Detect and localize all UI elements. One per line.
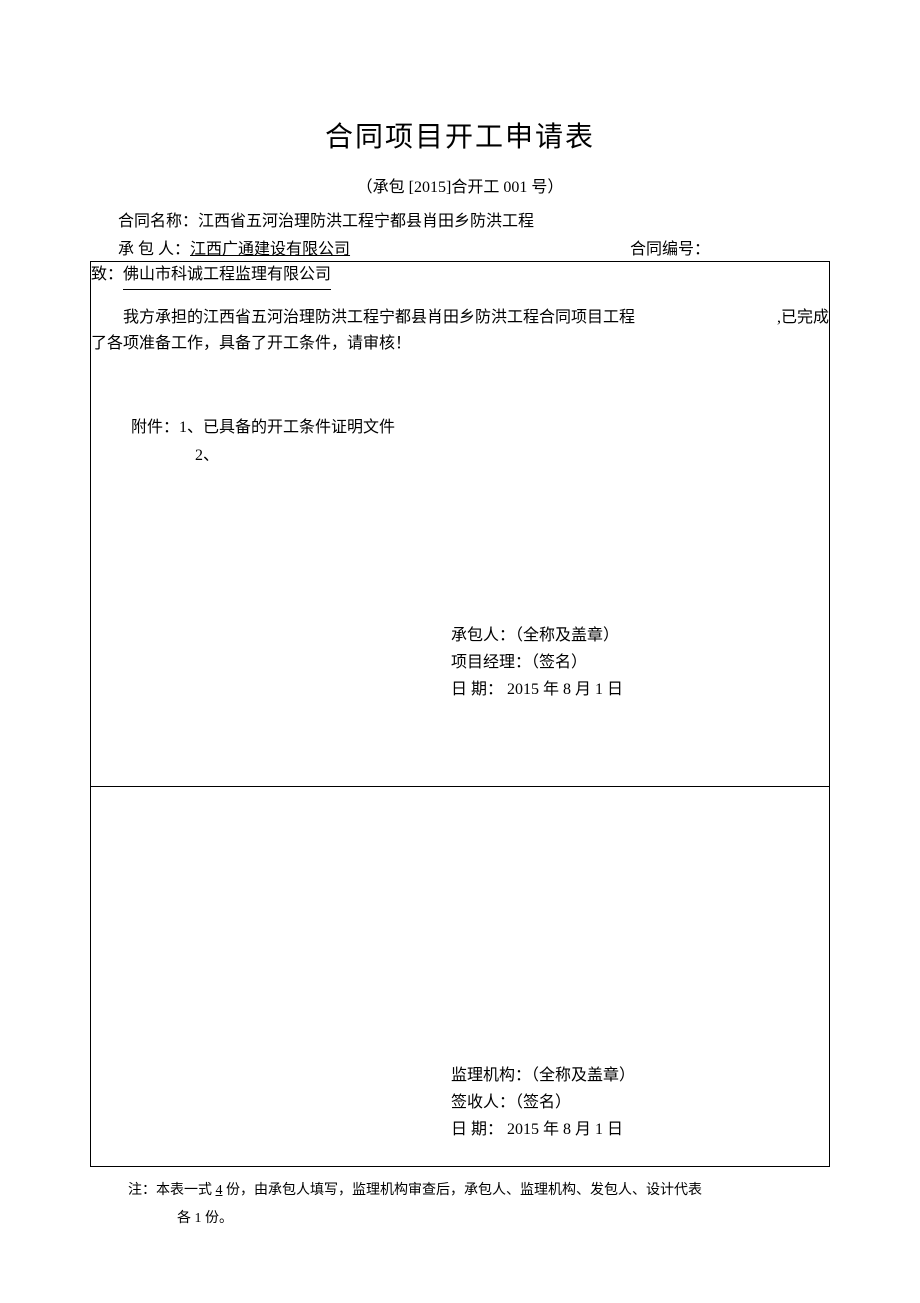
sig-org-line: 监理机构：（全称及盖章）: [451, 1062, 635, 1089]
contractor-left: 承 包 人：江西广通建设有限公司: [118, 235, 630, 259]
contract-number-column: 合同编号：: [630, 235, 830, 259]
attachment-1-text: 1、已具备的开工条件证明文件: [179, 419, 395, 436]
contractor-label: 承 包 人：: [118, 241, 190, 258]
body-suffix: ,已完成: [745, 304, 829, 331]
form-table: 致：佛山市科诚工程监理有限公司 我方承担的江西省五河治理防洪工程宁都县肖田乡防洪…: [90, 261, 830, 1167]
footnote-suffix: 份，由承包人填写，监理机构审查后，承包人、监理机构、发包人、设计代表: [223, 1183, 703, 1198]
footnote-copies: 4: [216, 1183, 223, 1198]
contract-number-label: 合同编号：: [630, 241, 710, 258]
sig-date-line-lower: 日 期： 2015 年 8 月 1 日: [451, 1116, 635, 1143]
upper-section-cell: 致：佛山市科诚工程监理有限公司 我方承担的江西省五河治理防洪工程宁都县肖田乡防洪…: [91, 262, 830, 787]
attachments-label: 附件：: [131, 419, 179, 436]
contract-name-value: 江西省五河治理防洪工程宁都县肖田乡防洪工程: [198, 213, 534, 230]
lower-section-content: 监理机构：（全称及盖章） 签收人：（签名） 日 期： 2015 年 8 月 1 …: [91, 787, 829, 1166]
page-title: 合同项目开工申请表: [90, 115, 830, 155]
upper-section-content: 致：佛山市科诚工程监理有限公司 我方承担的江西省五河治理防洪工程宁都县肖田乡防洪…: [91, 262, 829, 786]
footnote-line-1: 注：本表一式 4 份，由承包人填写，监理机构审查后，承包人、监理机构、发包人、设…: [128, 1177, 830, 1205]
footnote-prefix: 注：本表一式: [128, 1183, 216, 1198]
sig-pm-line: 项目经理：（签名）: [451, 649, 623, 676]
body-prefix: 我方承担的: [123, 309, 203, 326]
upper-signature-block: 承包人：（全称及盖章） 项目经理：（签名） 日 期： 2015 年 8 月 1 …: [451, 622, 623, 704]
sig-date-value: 2015 年 8 月 1 日: [503, 681, 623, 698]
sig-date-value-lower: 2015 年 8 月 1 日: [503, 1121, 623, 1138]
sig-date-line: 日 期： 2015 年 8 月 1 日: [451, 676, 623, 703]
sig-date-label-lower: 日 期：: [451, 1121, 503, 1138]
body-paragraph: 我方承担的江西省五河治理防洪工程宁都县肖田乡防洪工程合同项目工程 ,已完成 了各项…: [91, 304, 829, 357]
to-label: 致：: [91, 266, 123, 283]
sig-contractor-line: 承包人：（全称及盖章）: [451, 622, 623, 649]
document-subtitle: （承包 [2015]合开工 001 号）: [90, 173, 830, 197]
sig-receiver-line: 签收人：（签名）: [451, 1089, 635, 1116]
contractor-value: 江西广通建设有限公司: [190, 241, 350, 258]
contractor-row: 承 包 人：江西广通建设有限公司 合同编号：: [90, 235, 830, 259]
page-container: 合同项目开工申请表 （承包 [2015]合开工 001 号） 合同名称：江西省五…: [0, 0, 920, 1293]
attachments-block: 附件：1、已具备的开工条件证明文件 2、: [91, 414, 829, 468]
to-value: 佛山市科诚工程监理有限公司: [123, 262, 331, 290]
contract-name-row: 合同名称：江西省五河治理防洪工程宁都县肖田乡防洪工程: [90, 207, 830, 231]
to-line: 致：佛山市科诚工程监理有限公司: [91, 262, 829, 290]
attachment-1: 附件：1、已具备的开工条件证明文件: [131, 414, 829, 441]
footnote-line-2: 各 1 份。: [128, 1205, 830, 1233]
body-line-2: 了各项准备工作，具备了开工条件，请审核！: [91, 331, 829, 357]
sig-date-label: 日 期：: [451, 681, 503, 698]
lower-signature-block: 监理机构：（全称及盖章） 签收人：（签名） 日 期： 2015 年 8 月 1 …: [451, 1062, 635, 1144]
lower-section-cell: 监理机构：（全称及盖章） 签收人：（签名） 日 期： 2015 年 8 月 1 …: [91, 787, 830, 1167]
attachment-2: 2、: [131, 442, 829, 469]
body-line-1: 我方承担的江西省五河治理防洪工程宁都县肖田乡防洪工程合同项目工程 ,已完成: [91, 304, 829, 331]
footnote-block: 注：本表一式 4 份，由承包人填写，监理机构审查后，承包人、监理机构、发包人、设…: [90, 1177, 830, 1233]
body-project: 江西省五河治理防洪工程宁都县肖田乡防洪工程合同项目工程: [203, 309, 635, 326]
contract-name-label: 合同名称：: [118, 213, 198, 230]
